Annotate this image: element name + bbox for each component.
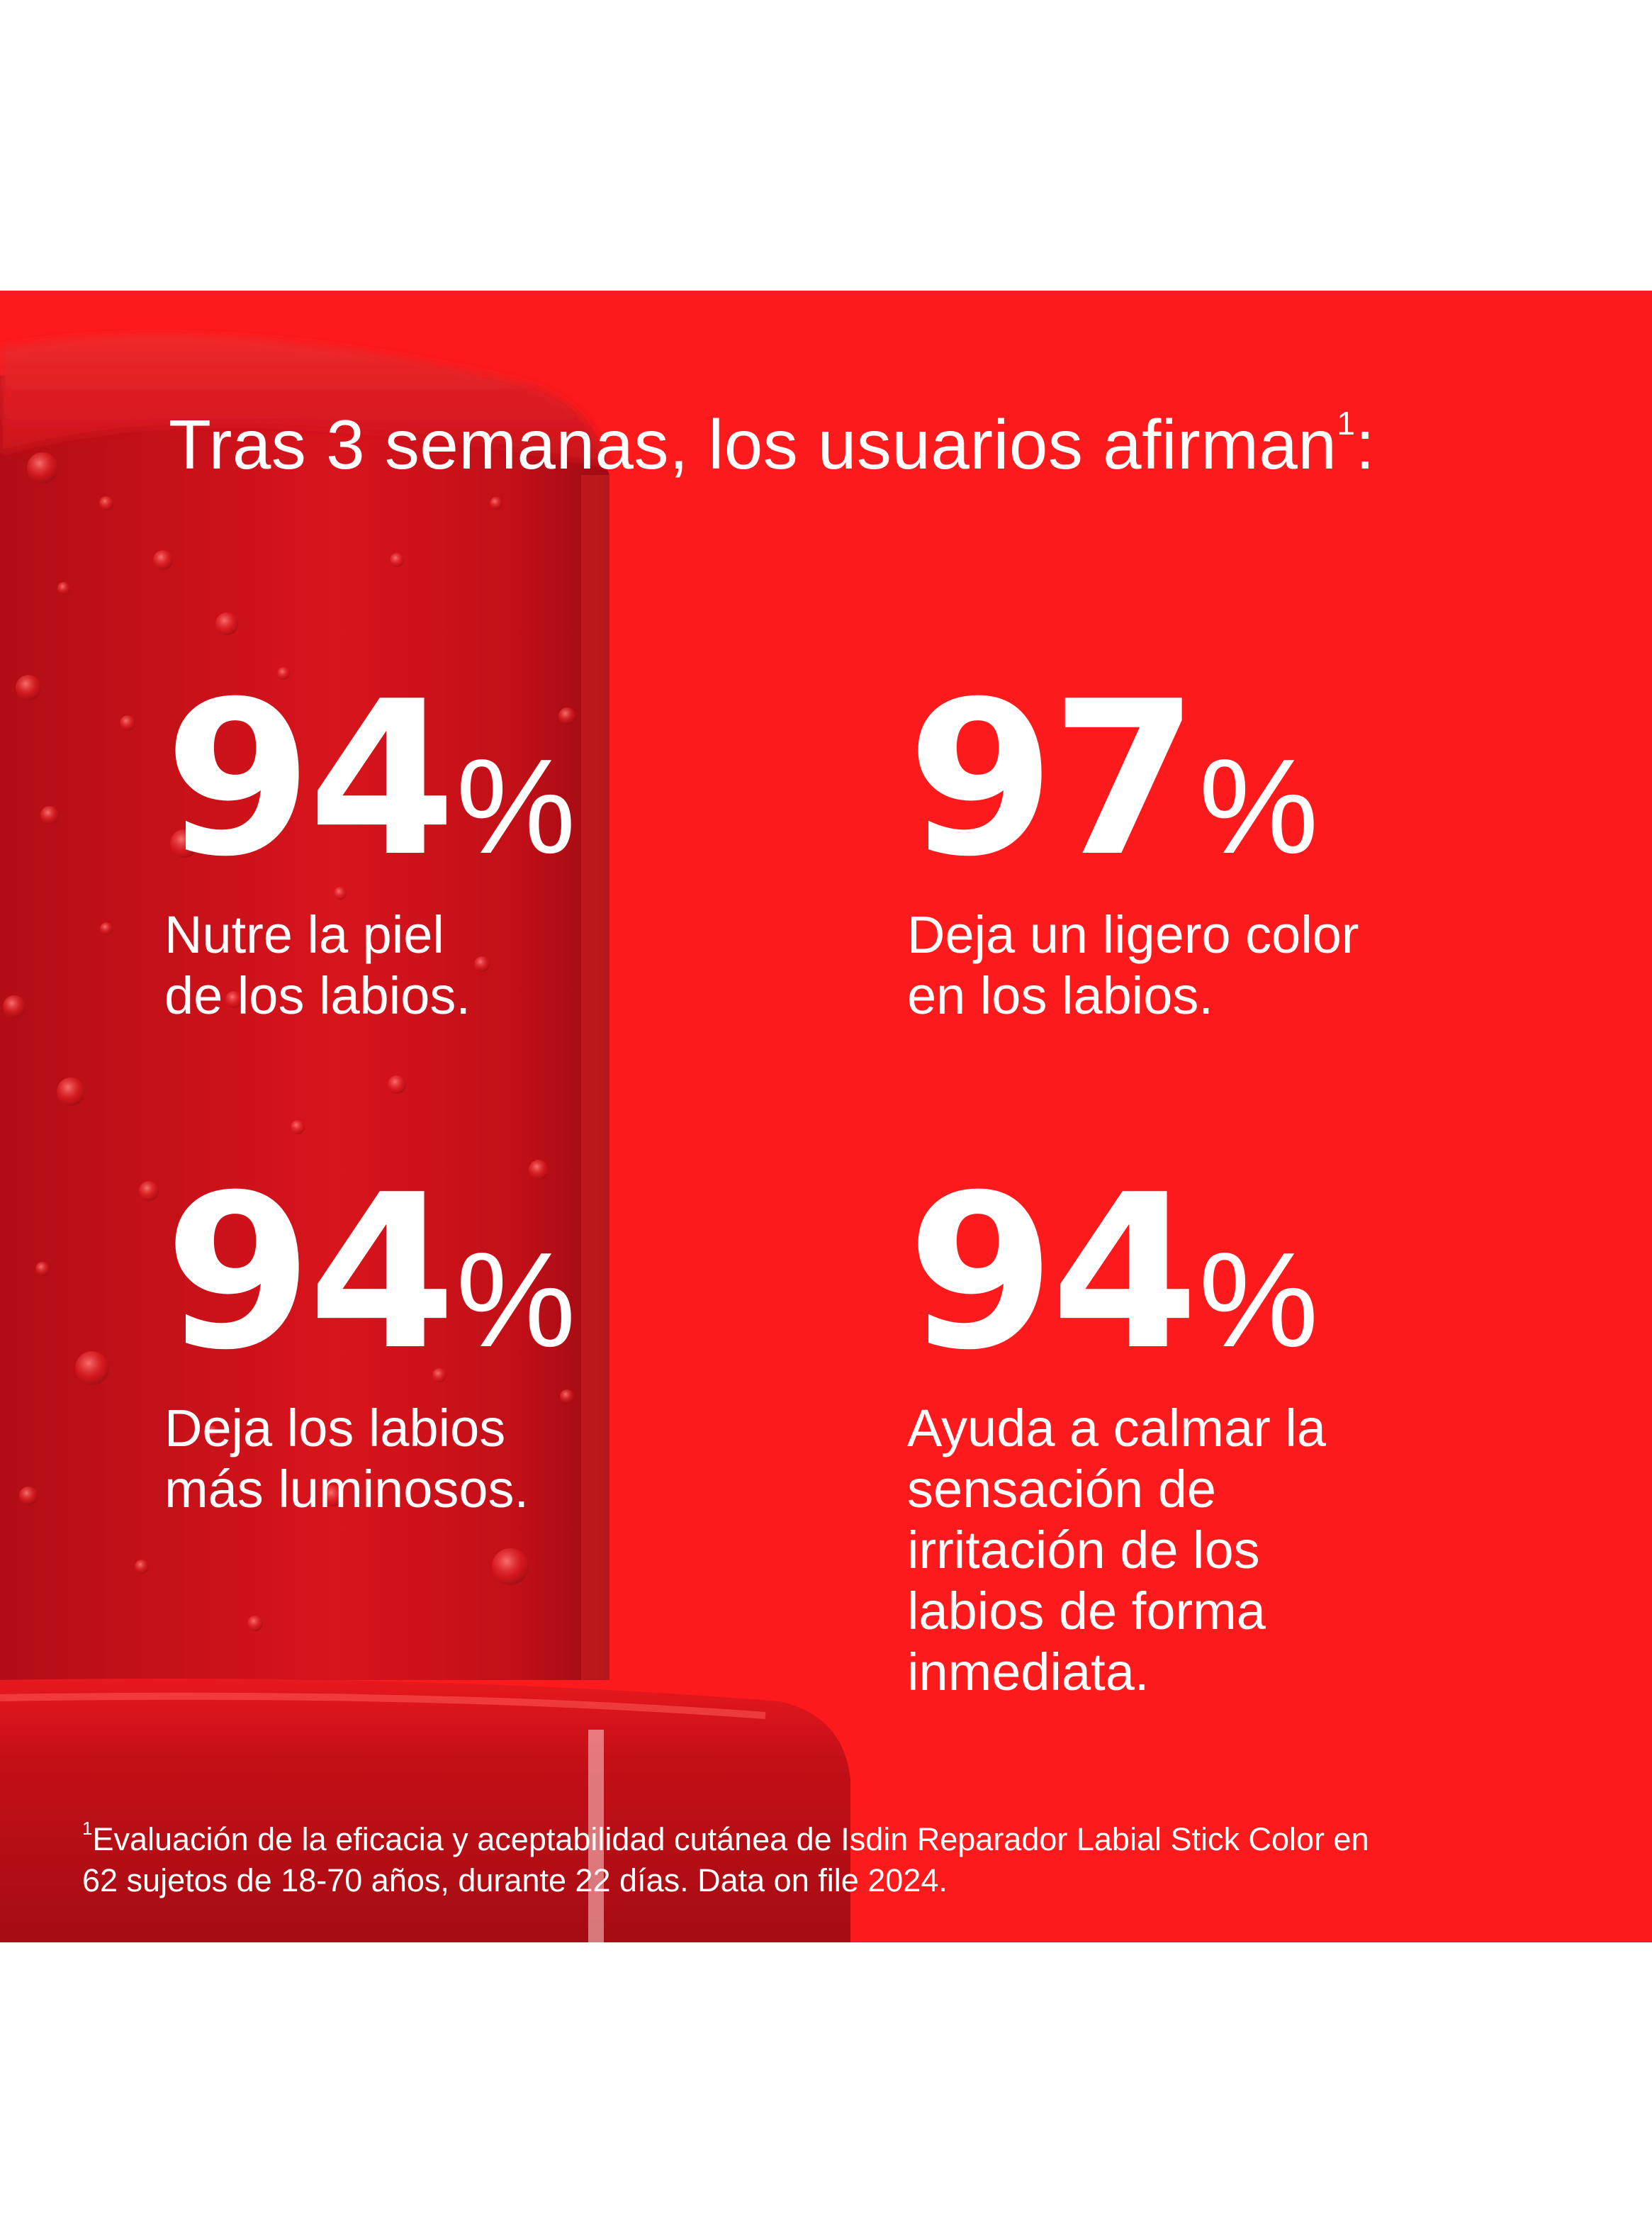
stat-description-line: Nutre la piel: [164, 905, 444, 964]
headline: Tras 3 semanas, los usuarios afirman1:: [169, 404, 1375, 485]
stat-value: 97 %: [907, 673, 1359, 886]
stat-nutrition: 94 % Nutre la piel de los labios.: [164, 673, 575, 1026]
stat-description-line: Ayuda a calmar la: [907, 1399, 1326, 1457]
stat-percent-sign: %: [456, 1225, 576, 1375]
stat-description: Nutre la piel de los labios.: [164, 905, 575, 1026]
stat-description: Deja los labios más luminosos.: [164, 1398, 575, 1520]
stat-percent-sign: %: [456, 732, 576, 882]
stat-description: Ayuda a calmar la sensación de irritació…: [907, 1398, 1326, 1703]
headline-text: Tras 3 semanas, los usuarios afirman: [169, 405, 1337, 483]
stat-percent-sign: %: [1198, 1225, 1319, 1375]
stat-soothing: 94 % Ayuda a calmar la sensación de irri…: [907, 1167, 1326, 1703]
footnote-text: Evaluación de la eficacia y aceptabilida…: [92, 1821, 1369, 1857]
stat-description-line: labios de forma: [907, 1582, 1266, 1640]
stat-description-line: sensación de: [907, 1460, 1217, 1518]
stat-percent-sign: %: [1198, 732, 1319, 882]
footnote: 1Evaluación de la eficacia y aceptabilid…: [82, 1808, 1599, 1901]
stat-luminosity: 94 % Deja los labios más luminosos.: [164, 1167, 575, 1520]
stat-description-line: inmediata.: [907, 1642, 1150, 1701]
footnote-line: 1Evaluación de la eficacia y aceptabilid…: [82, 1808, 1599, 1860]
stat-description: Deja un ligero color en los labios.: [907, 905, 1359, 1026]
stat-value: 94 %: [907, 1167, 1326, 1379]
promo-banner: Tras 3 semanas, los usuarios afirman1: 9…: [0, 291, 1652, 1942]
stat-description-line: de los labios.: [164, 966, 471, 1025]
stat-description-line: en los labios.: [907, 966, 1213, 1025]
stat-number: 97: [907, 656, 1198, 903]
stat-number: 94: [164, 656, 456, 903]
stat-value: 94 %: [164, 673, 575, 886]
stat-description-line: Deja los labios: [164, 1399, 506, 1457]
stat-description-line: Deja un ligero color: [907, 905, 1359, 964]
stat-description-line: irritación de los: [907, 1521, 1260, 1579]
headline-suffix: :: [1355, 405, 1376, 483]
stat-number: 94: [164, 1149, 456, 1397]
footnote-marker: 1: [82, 1818, 93, 1839]
stat-value: 94 %: [164, 1167, 575, 1379]
stat-number: 94: [907, 1149, 1198, 1397]
headline-footnote-ref: 1: [1337, 405, 1356, 442]
stat-color: 97 % Deja un ligero color en los labios.: [907, 673, 1359, 1026]
stat-description-line: más luminosos.: [164, 1460, 529, 1518]
lipstick-product-image: [0, 335, 850, 1942]
footnote-line: 62 sujetos de 18-70 años, durante 22 día…: [82, 1862, 948, 1898]
